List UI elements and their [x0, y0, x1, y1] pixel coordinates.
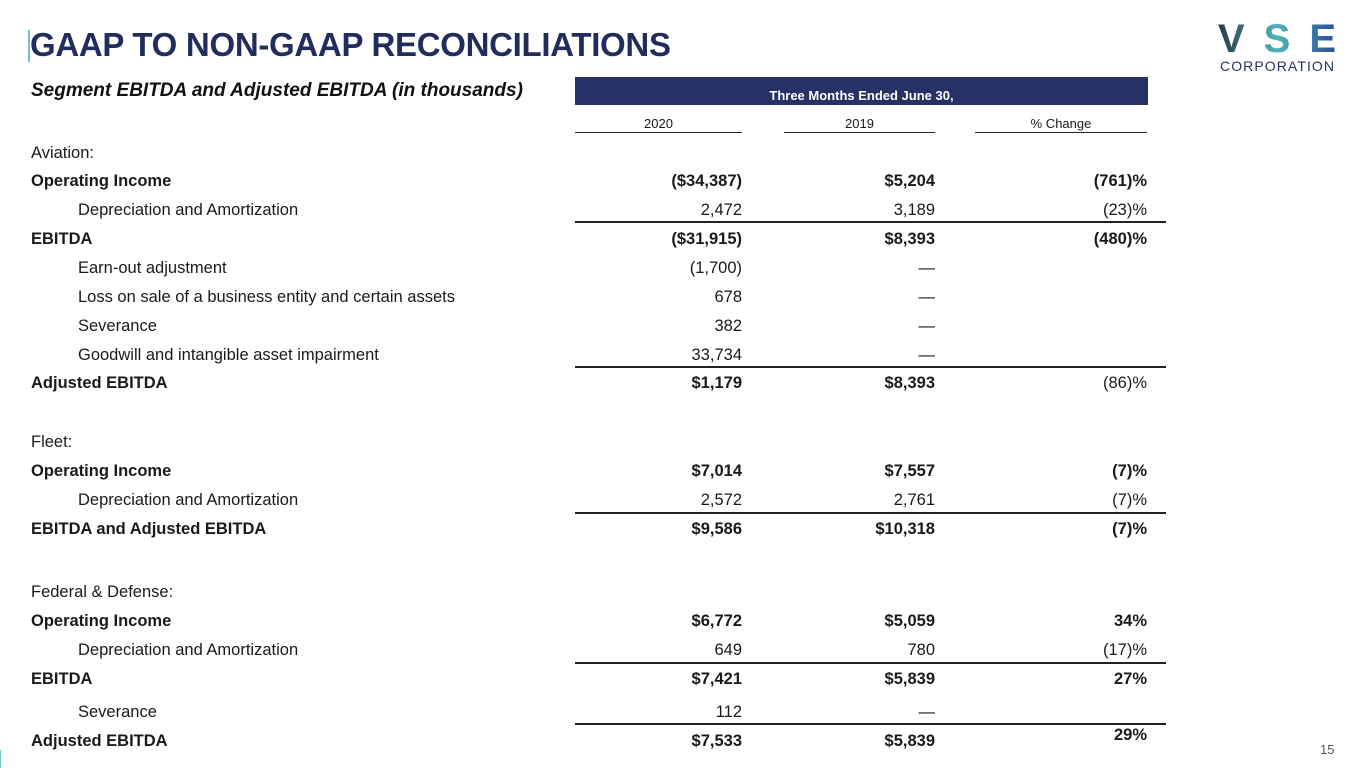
table-row: EBITDA and Adjusted EBITDA $9,586 $10,318 (… — [0, 516, 1365, 542]
table-row: Severance 112 — — [0, 699, 1365, 725]
table-row: Adjusted EBITDA $1,179 $8,393 (86)% — [0, 370, 1365, 396]
row-label: EBITDA — [31, 670, 93, 688]
table-row: Depreciation and Amortization 649 780 (17)% — [0, 637, 1365, 663]
value-change: (7)% — [1112, 520, 1147, 538]
row-label: EBITDA — [31, 230, 93, 248]
period-header: Three Months Ended June 30, — [575, 77, 1148, 105]
table-row: Goodwill and intangible asset impairment… — [0, 342, 1365, 368]
table-row: Depreciation and Amortization 2,472 3,189 (… — [0, 197, 1365, 223]
value-change: (480)% — [1093, 230, 1147, 248]
column-header-2020: 2020 — [575, 116, 742, 133]
page-number: 15 — [1320, 742, 1335, 757]
value-change: 29% — [1113, 726, 1147, 744]
value-2019: $8,393 — [884, 374, 935, 392]
row-divider — [575, 662, 1166, 664]
column-header-change: % Change — [975, 116, 1147, 133]
row-divider — [575, 512, 1166, 514]
table-row: Adjusted EBITDA $7,533 $5,839 29% — [0, 726, 1365, 754]
value-2020: $1,179 — [691, 374, 742, 392]
table-row: EBITDA ($31,915) $8,393 (480)% — [0, 226, 1365, 252]
column-header-2019: 2019 — [784, 116, 935, 133]
table-row: Severance 382 — — [0, 313, 1365, 339]
value-2020: 2,572 — [700, 491, 742, 509]
value-2019: $5,839 — [884, 670, 935, 688]
vse-logo: VSE CORPORATION — [1218, 18, 1336, 74]
value-2020: $9,586 — [691, 520, 742, 538]
value-2019: $7,557 — [884, 462, 935, 480]
table-row: Operating Income $6,772 $5,059 34% — [0, 608, 1365, 634]
value-2019: $5,059 — [884, 612, 935, 630]
row-label: Fleet: — [31, 433, 73, 451]
row-label: Aviation: — [31, 144, 94, 162]
value-2019: — — [918, 317, 936, 335]
table-subtitle: Segment EBITDA and Adjusted EBITDA (in t… — [31, 80, 523, 101]
row-label: Severance — [78, 317, 157, 335]
row-label: Adjusted EBITDA — [31, 374, 168, 392]
value-2020: $6,772 — [691, 612, 742, 630]
value-2020: 33,734 — [691, 346, 742, 364]
row-label: EBITDA and Adjusted EBITDA — [31, 520, 267, 538]
value-2020: 112 — [715, 703, 742, 721]
row-label: Severance — [78, 703, 157, 721]
table-row: EBITDA $7,421 $5,839 27% — [0, 666, 1365, 692]
row-label: Depreciation and Amortization — [78, 491, 299, 509]
table-row: Aviation: — [0, 140, 1365, 166]
value-2020: (1,700) — [689, 259, 742, 277]
value-2019: $5,204 — [884, 172, 935, 190]
row-label: Depreciation and Amortization — [78, 201, 299, 219]
row-divider — [575, 366, 1166, 368]
value-2019: 780 — [907, 641, 935, 659]
value-2020: $7,421 — [691, 670, 742, 688]
table-row: Loss on sale of a business entity and ce… — [0, 284, 1365, 310]
row-divider — [575, 221, 1166, 223]
row-label: Operating Income — [31, 612, 172, 630]
value-2019: $5,839 — [884, 732, 935, 750]
value-2020: 649 — [714, 641, 742, 659]
row-label: Loss on sale of a business entity and ce… — [78, 288, 455, 306]
row-label: Earn-out adjustment — [78, 259, 227, 277]
value-2020: ($34,387) — [671, 172, 742, 190]
value-2020: $7,014 — [691, 462, 742, 480]
value-change: (761)% — [1093, 172, 1147, 190]
table-row: Earn-out adjustment (1,700) — — [0, 255, 1365, 281]
row-label: Goodwill and intangible asset impairment — [78, 346, 379, 364]
value-2019: — — [918, 259, 936, 277]
table-row: Operating Income $7,014 $7,557 (7)% — [0, 458, 1365, 484]
value-change: (86)% — [1102, 374, 1147, 392]
value-change: 27% — [1113, 670, 1147, 688]
row-divider — [575, 723, 1166, 725]
value-2020: $7,533 — [691, 732, 742, 750]
row-label: Operating Income — [31, 462, 172, 480]
value-change: (23)% — [1102, 201, 1147, 219]
value-2020: 2,472 — [700, 201, 742, 219]
page-title: GAAP TO NON-GAAP RECONCILIATIONS — [30, 26, 671, 63]
value-2020: 382 — [714, 317, 742, 335]
row-label: Federal & Defense: — [31, 583, 174, 601]
value-2019: 2,761 — [893, 491, 935, 509]
row-label: Depreciation and Amortization — [78, 641, 299, 659]
value-2019: 3,189 — [893, 201, 935, 219]
value-2019: — — [918, 288, 936, 306]
footer-accent-bar — [0, 750, 1, 768]
table-row: Depreciation and Amortization 2,572 2,761 (… — [0, 487, 1365, 513]
svg-text:CORPORATION: CORPORATION — [1220, 58, 1334, 74]
value-2019: $8,393 — [884, 230, 935, 248]
table-row: Operating Income ($34,387) $5,204 (761)% — [0, 168, 1365, 194]
row-label: Operating Income — [31, 172, 172, 190]
value-2019: $10,318 — [875, 520, 935, 538]
svg-text:VSE: VSE — [1218, 18, 1336, 61]
value-change: (7)% — [1112, 462, 1147, 480]
table-row: Fleet: — [0, 429, 1365, 455]
value-change: (17)% — [1102, 641, 1147, 659]
value-2020: ($31,915) — [671, 230, 742, 248]
value-change: 34% — [1113, 612, 1147, 630]
value-2019: — — [918, 703, 936, 721]
value-2020: 678 — [714, 288, 742, 306]
value-change: (7)% — [1112, 491, 1147, 509]
value-2019: — — [918, 346, 936, 364]
title-accent-bar — [28, 30, 30, 62]
row-label: Adjusted EBITDA — [31, 732, 168, 750]
table-row: Federal & Defense: — [0, 579, 1365, 605]
